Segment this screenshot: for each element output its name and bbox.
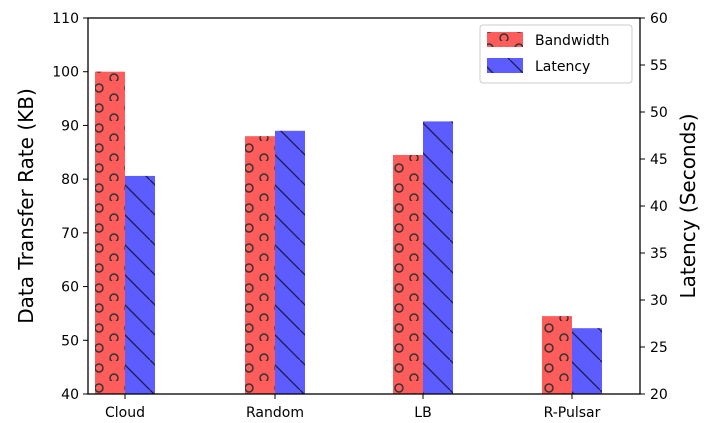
legend-label-bandwidth: Bandwidth bbox=[535, 33, 610, 49]
bar-pattern-bandwidth-r-pulsar bbox=[542, 316, 572, 394]
bars-layer bbox=[95, 71, 602, 395]
y2-tick-label: 55 bbox=[650, 58, 668, 74]
x-tick-label-random: Random bbox=[246, 405, 304, 421]
y-tick-label: 40 bbox=[61, 387, 79, 403]
bar-pattern-latency-r-pulsar bbox=[572, 328, 602, 394]
bar-pattern-bandwidth-lb bbox=[393, 154, 423, 394]
y2-tick-label: 30 bbox=[650, 293, 668, 309]
right-axis: 20 25 30 35 40 45 50 55 60 bbox=[640, 11, 668, 403]
y2-axis-label: Latency (Seconds) bbox=[676, 113, 700, 298]
y-tick-label: 60 bbox=[61, 280, 79, 296]
bar-pattern-bandwidth-random bbox=[245, 136, 275, 394]
left-axis: 40 50 60 70 80 90 100 110 bbox=[52, 11, 88, 403]
x-tick-label-r-pulsar: R-Pulsar bbox=[544, 405, 601, 421]
y2-tick-label: 45 bbox=[650, 152, 668, 168]
bar-pattern-bandwidth-cloud bbox=[95, 71, 125, 394]
x-axis: Cloud Random LB R-Pulsar bbox=[105, 394, 601, 421]
y-tick-label: 80 bbox=[61, 172, 79, 188]
legend: Bandwidth Latency bbox=[479, 24, 633, 84]
bar-pattern-latency-random bbox=[275, 130, 305, 395]
y2-tick-label: 40 bbox=[650, 199, 668, 215]
y-axis-label: Data Transfer Rate (KB) bbox=[14, 88, 38, 324]
y2-tick-label: 20 bbox=[650, 387, 668, 403]
y-tick-label: 100 bbox=[52, 65, 79, 81]
bar-pattern-latency-lb bbox=[423, 121, 453, 395]
y-tick-label: 110 bbox=[52, 11, 79, 27]
bar-pattern-latency-cloud bbox=[125, 175, 155, 394]
x-tick-label-cloud: Cloud bbox=[105, 405, 145, 421]
legend-swatch-bandwidth-pattern bbox=[487, 32, 523, 47]
y-tick-label: 90 bbox=[61, 118, 79, 134]
y-tick-label: 70 bbox=[61, 226, 79, 242]
legend-swatch-latency-pattern bbox=[487, 58, 523, 73]
y-tick-label: 50 bbox=[61, 333, 79, 349]
y2-tick-label: 50 bbox=[650, 105, 668, 121]
y2-tick-label: 60 bbox=[650, 11, 668, 27]
legend-label-latency: Latency bbox=[535, 59, 590, 75]
y2-tick-label: 35 bbox=[650, 246, 668, 262]
y2-tick-label: 25 bbox=[650, 340, 668, 356]
x-tick-label-lb: LB bbox=[414, 405, 431, 421]
